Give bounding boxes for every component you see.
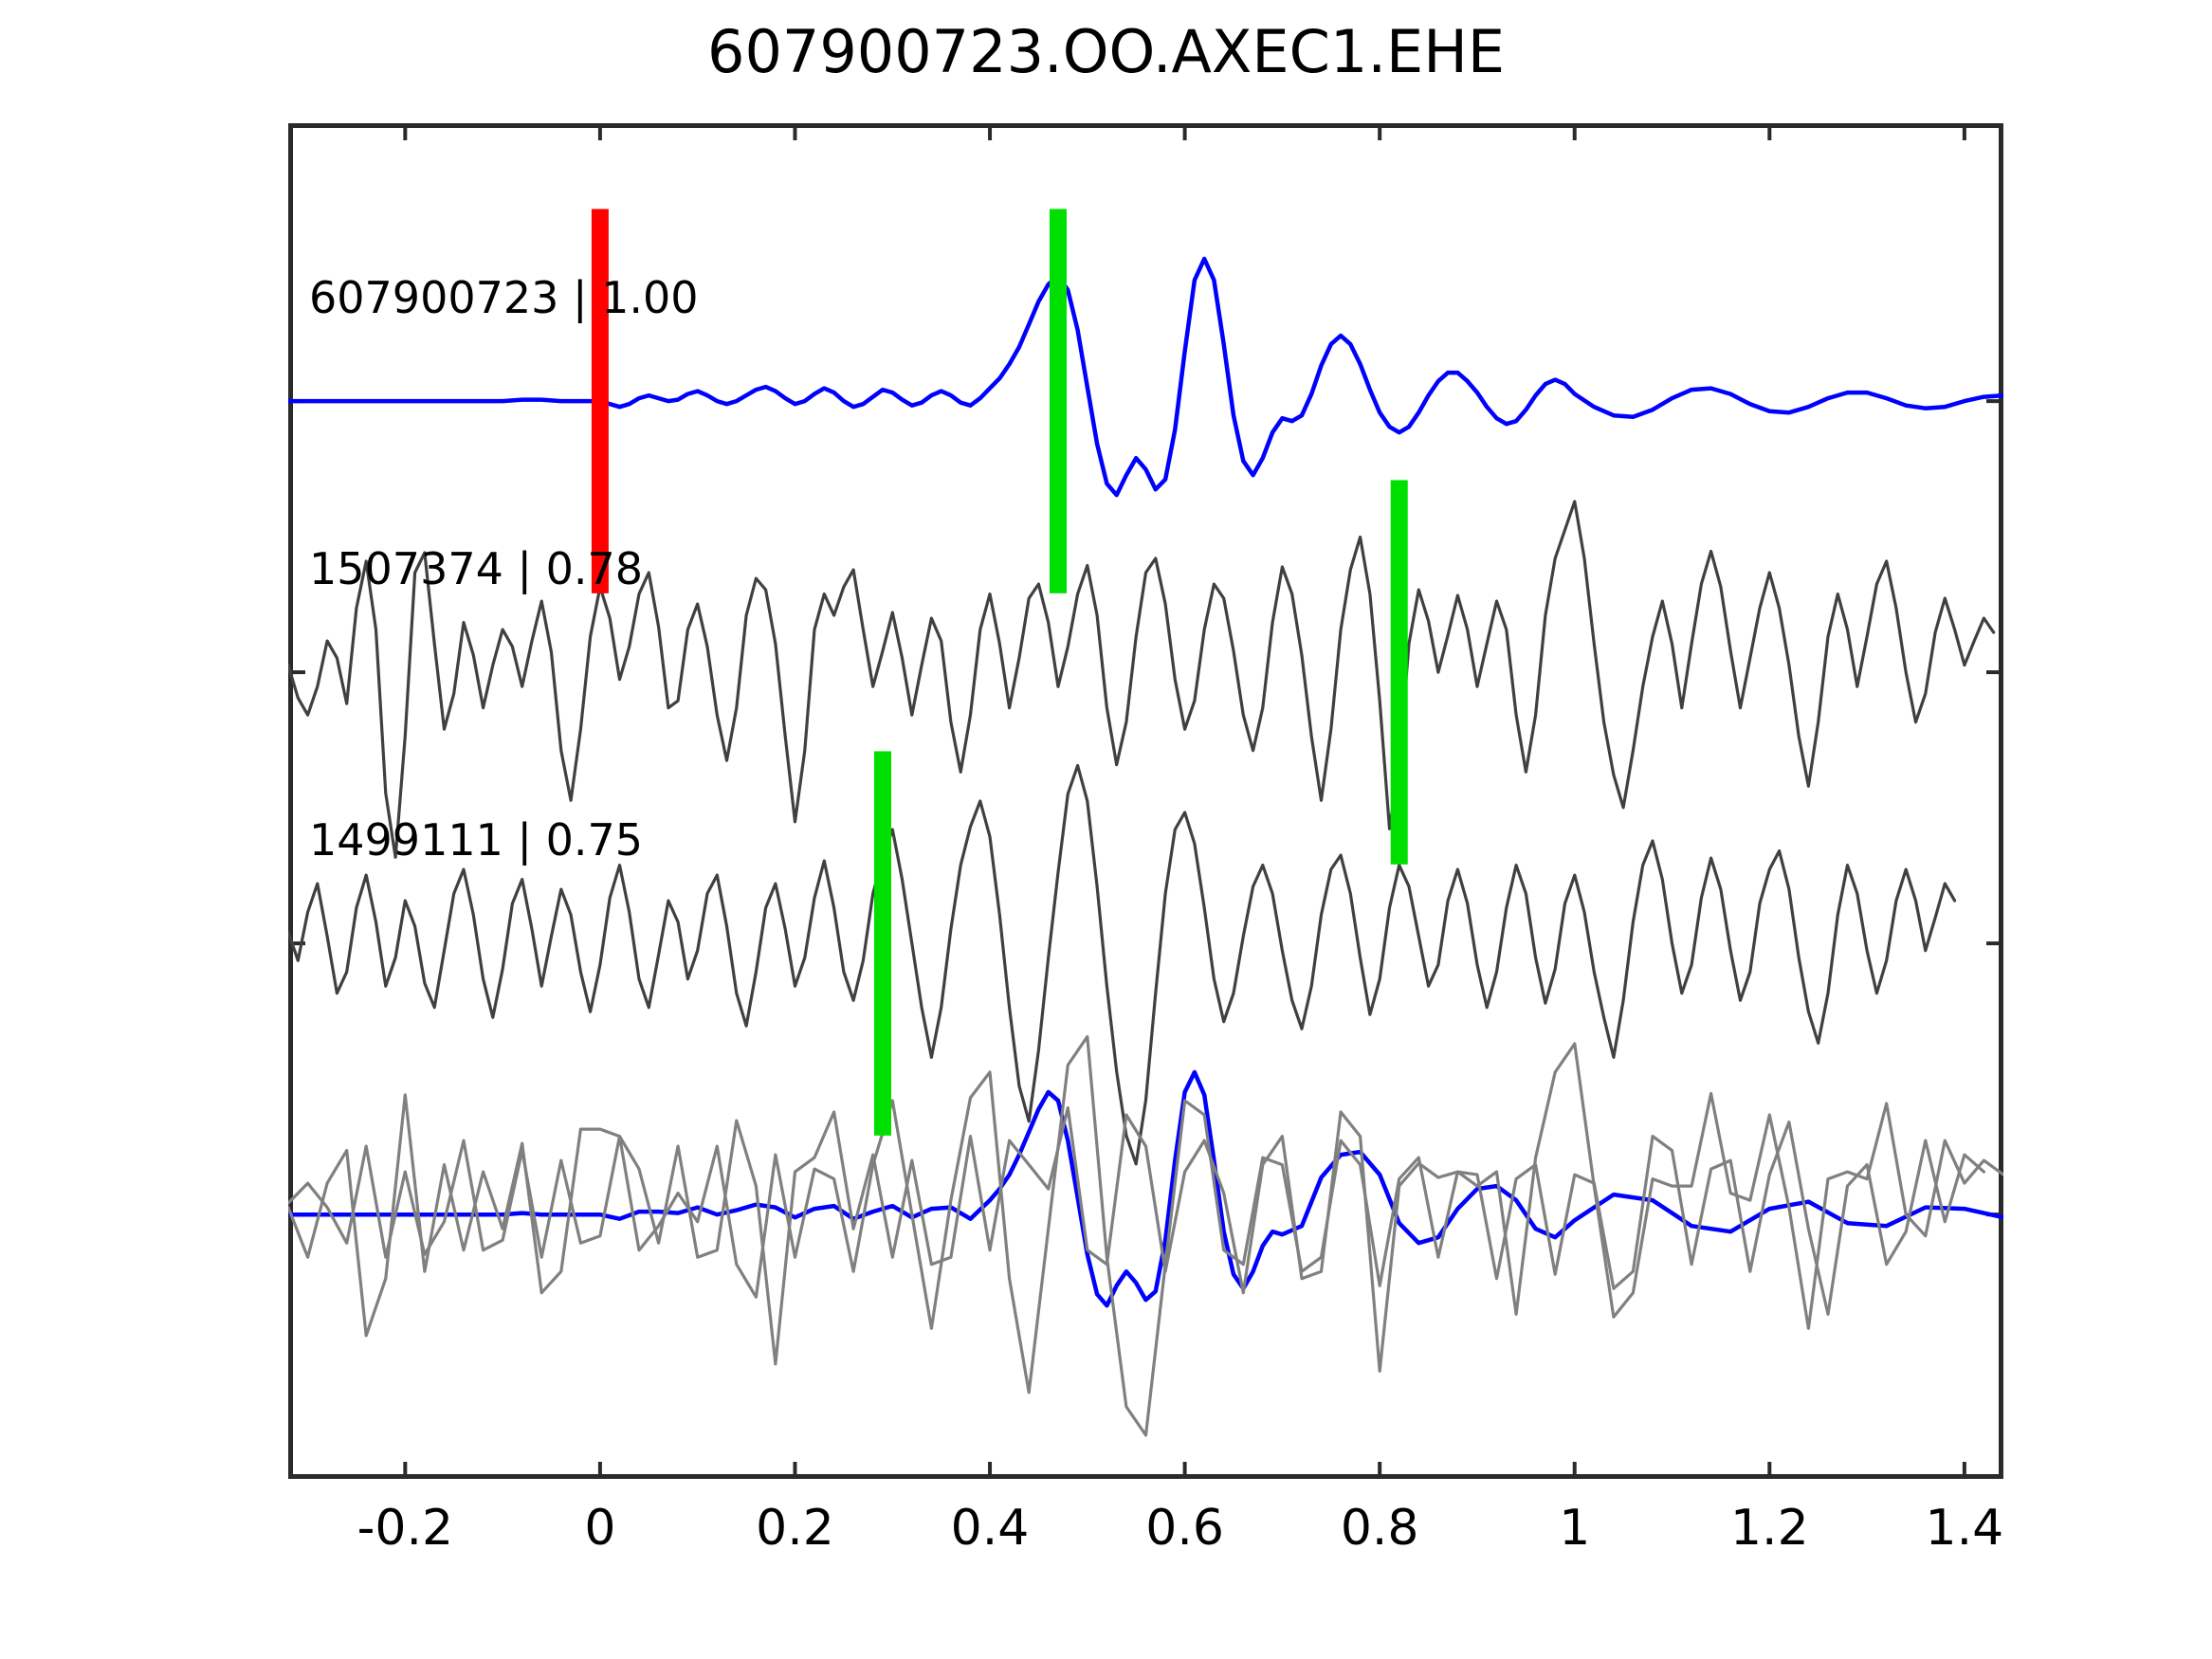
x-tick-label: 1.4: [1925, 1500, 2004, 1557]
waveform-trace: [288, 1042, 2003, 1373]
waveform-trace: [288, 256, 2003, 498]
axes-border: [288, 123, 2003, 1479]
phase-pick-marker: [873, 751, 891, 1136]
x-tick-label: 0.2: [756, 1500, 834, 1557]
page-title: 607900723.OO.AXEC1.EHE: [707, 17, 1505, 86]
axes-frame: [288, 123, 2003, 1479]
waveform-trace: [288, 500, 1996, 859]
pick-markers: [591, 209, 1408, 1136]
x-tick-label: 1.2: [1729, 1500, 1809, 1557]
waveform-trace: [288, 763, 1957, 1166]
trace-label-1499111: 1499111 | 0.75: [309, 814, 643, 866]
origin-pick-marker: [591, 209, 609, 593]
phase-pick-marker: [1390, 480, 1408, 865]
waveform-trace: [288, 1034, 1986, 1437]
waveform-traces: [288, 256, 2003, 1437]
x-tick-label: -0.2: [356, 1500, 454, 1557]
phase-pick-marker: [1049, 209, 1067, 593]
axis-ticks: [288, 123, 2003, 1479]
trace-label-1507374: 1507374 | 0.78: [309, 543, 643, 595]
waveform-trace: [288, 1069, 2003, 1308]
x-tick-label: 0.6: [1145, 1500, 1224, 1557]
x-tick-label: 0.4: [950, 1500, 1030, 1557]
plot-axes: 607900723 | 1.00 1507374 | 0.78 1499111 | …: [288, 123, 2003, 1479]
trace-labels: 607900723 | 1.00 1507374 | 0.78 1499111 | …: [309, 272, 699, 866]
trace-label-607900723: 607900723 | 1.00: [309, 272, 699, 324]
x-tick-label: 0.8: [1340, 1500, 1419, 1557]
waveform-plot: 607900723 | 1.00 1507374 | 0.78 1499111 | …: [288, 123, 2003, 1479]
x-tick-label: 0: [584, 1500, 616, 1557]
x-tick-label: 1: [1559, 1500, 1591, 1557]
